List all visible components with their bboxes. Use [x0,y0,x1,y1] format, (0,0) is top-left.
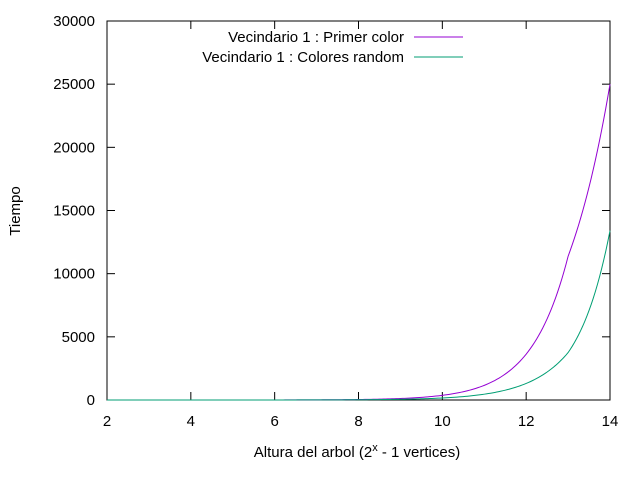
y-axis-ticks: 0 5000 10000 15000 20000 25000 30000 [53,13,610,409]
x-tick-label: 10 [434,413,451,430]
series-line-2 [107,230,611,401]
x-tick-label: 4 [187,413,195,430]
x-axis-label-tail: - 1 vertices) [378,444,461,461]
y-axis-label: Tiempo [7,186,24,235]
y-tick-label: 0 [87,392,95,409]
y-tick-label: 25000 [53,76,95,93]
y-tick-label: 10000 [53,266,95,283]
x-tick-label: 14 [602,413,619,430]
x-axis-label: Altura del arbol (2x - 1 vertices) [254,442,460,461]
x-axis-label-main: Altura del arbol (2 [254,444,372,461]
x-tick-label: 2 [103,413,111,430]
x-tick-label: 6 [270,413,278,430]
legend-label-1: Vecindario 1 : Primer color [228,29,404,46]
series-group [107,84,611,401]
x-tick-label: 8 [354,413,362,430]
y-tick-label: 15000 [53,203,95,220]
y-tick-label: 5000 [62,329,95,346]
y-tick-label: 20000 [53,139,95,156]
legend-label-2: Vecindario 1 : Colores random [202,49,404,66]
x-axis-label-superscript: x [372,442,378,454]
x-axis-ticks: 2 4 6 8 10 12 14 [103,21,619,430]
x-tick-label: 12 [518,413,535,430]
series-line-1 [107,84,611,401]
legend: Vecindario 1 : Primer color Vecindario 1 … [202,29,463,66]
y-tick-label: 30000 [53,13,95,30]
